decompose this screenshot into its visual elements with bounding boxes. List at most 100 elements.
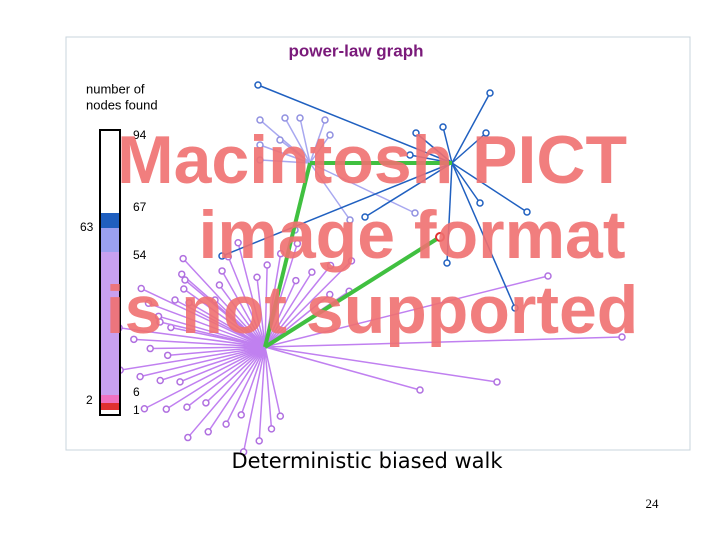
node (215, 281, 224, 289)
edge (264, 275, 549, 348)
page-number: 24 (646, 496, 660, 511)
edge (167, 346, 266, 357)
node (411, 209, 419, 217)
node (218, 267, 226, 275)
edge (279, 139, 311, 164)
node (439, 123, 447, 131)
legend-label: 67 (133, 200, 147, 214)
edge (264, 346, 421, 391)
node (292, 276, 300, 285)
node (321, 116, 329, 124)
edge (184, 279, 266, 348)
edge (264, 336, 623, 348)
edge (451, 162, 528, 213)
node (296, 114, 304, 122)
edge (451, 92, 491, 164)
edge (242, 346, 266, 453)
edge (364, 162, 453, 218)
node (171, 296, 179, 304)
node (486, 89, 494, 97)
edge (144, 346, 266, 410)
node (256, 156, 264, 164)
edge (174, 299, 266, 348)
edge (165, 346, 266, 410)
edge (148, 302, 266, 348)
edge (227, 256, 266, 348)
node (140, 405, 149, 413)
node (276, 412, 285, 420)
edge (264, 264, 268, 348)
edge (309, 134, 331, 164)
edge (159, 321, 266, 348)
node (412, 129, 420, 137)
edge (451, 162, 481, 204)
edge (221, 162, 453, 257)
edge (139, 346, 266, 378)
node (239, 448, 248, 456)
edge (259, 144, 311, 164)
node (482, 129, 490, 137)
node (256, 141, 264, 149)
node (326, 261, 335, 270)
edge (205, 346, 266, 404)
overlay-line: Macintosh PICT (117, 122, 627, 198)
legend-segment (101, 213, 119, 228)
node (181, 276, 189, 284)
figure-frame (65, 36, 691, 451)
node (346, 216, 354, 224)
edge (186, 346, 266, 408)
node (130, 335, 138, 344)
legend-segment (101, 395, 119, 403)
node (255, 437, 263, 445)
node (511, 304, 519, 312)
node (183, 403, 191, 411)
legend-segment (101, 252, 119, 395)
edge (258, 346, 266, 441)
node (443, 259, 451, 267)
node (326, 290, 334, 299)
legend-heading: nodes found (86, 97, 158, 112)
node (493, 378, 501, 386)
edge (264, 265, 332, 348)
node (234, 239, 242, 247)
node (326, 131, 334, 139)
edge (257, 84, 453, 164)
node (618, 333, 626, 341)
node (137, 284, 145, 293)
edge (446, 162, 453, 264)
overlay-line: is not supported (106, 272, 639, 348)
legend-segment (101, 403, 119, 410)
node (162, 405, 171, 413)
edge (183, 288, 266, 348)
node (347, 257, 356, 265)
edge (133, 338, 266, 348)
edge (264, 346, 282, 417)
legend-label: 2 (86, 393, 93, 407)
edge (264, 260, 353, 348)
edge (415, 132, 453, 164)
node (178, 270, 186, 278)
node (204, 428, 212, 436)
node (179, 254, 187, 263)
edge (259, 159, 311, 164)
edge (150, 346, 266, 350)
node (476, 199, 484, 207)
edge (221, 270, 266, 348)
edge (218, 284, 266, 348)
walk-edge (263, 235, 442, 349)
edge (309, 162, 416, 214)
edge (264, 346, 273, 429)
node (406, 151, 414, 159)
edge (207, 346, 266, 433)
start-node (435, 232, 445, 242)
edge (237, 242, 266, 348)
node (156, 318, 164, 326)
node (276, 136, 284, 144)
edge (442, 126, 453, 164)
edge (256, 277, 266, 348)
node (156, 376, 164, 385)
node (180, 285, 188, 293)
overlay: Macintosh PICT image format is not suppo… (106, 122, 639, 348)
